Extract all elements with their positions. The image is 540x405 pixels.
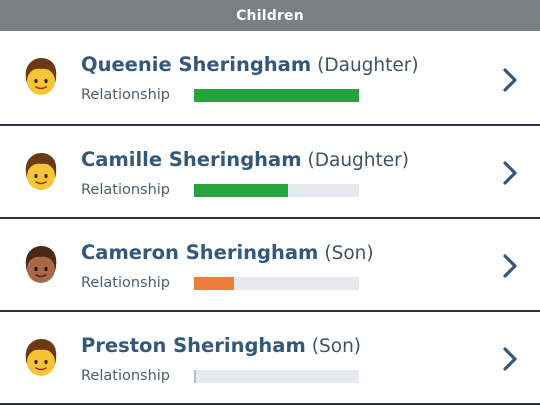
chevron-right-icon[interactable]	[502, 346, 518, 372]
child-relation: (Daughter)	[307, 150, 409, 171]
chevron-right-icon[interactable]	[502, 253, 518, 279]
relationship-bar	[194, 88, 359, 102]
relationship-label: Relationship	[81, 275, 171, 291]
child-relation: (Son)	[324, 243, 374, 264]
section-title: Children	[236, 7, 304, 24]
relationship-bar-fill	[194, 369, 196, 383]
child-row-camille[interactable]: Camille Sheringham (Daughter) Relationshi…	[0, 126, 540, 219]
relationship-label: Relationship	[81, 182, 171, 198]
relationship-bar-fill	[194, 276, 234, 290]
section-header: Children	[0, 0, 540, 31]
child-relation: (Daughter)	[317, 55, 419, 76]
relationship-bar-fill	[194, 183, 289, 197]
child-avatar-icon	[25, 153, 57, 190]
relationship-bar	[194, 183, 359, 197]
child-name: Cameron Sheringham	[81, 241, 319, 264]
child-relation: (Son)	[311, 336, 362, 357]
chevron-right-icon[interactable]	[502, 67, 518, 93]
relationship-label: Relationship	[81, 87, 171, 103]
child-name: Preston Sheringham	[81, 334, 306, 357]
child-avatar-icon	[25, 339, 57, 376]
relationship-bar	[194, 369, 359, 383]
relationship-bar-fill	[194, 88, 359, 102]
child-row-queenie[interactable]: Queenie Sheringham (Daughter) Relationshi…	[0, 31, 540, 126]
relationship-label: Relationship	[81, 368, 171, 384]
relationship-bar	[194, 276, 359, 290]
child-row-cameron[interactable]: Cameron Sheringham (Son) Relationship	[0, 219, 540, 312]
child-row-preston[interactable]: Preston Sheringham (Son) Relationship	[0, 312, 540, 405]
chevron-right-icon[interactable]	[502, 160, 518, 186]
children-list: Queenie Sheringham (Daughter) Relationshi…	[0, 31, 540, 405]
child-avatar-icon	[25, 58, 57, 95]
child-avatar-icon	[25, 246, 57, 283]
child-name: Queenie Sheringham	[81, 53, 312, 76]
child-name: Camille Sheringham	[81, 148, 302, 171]
